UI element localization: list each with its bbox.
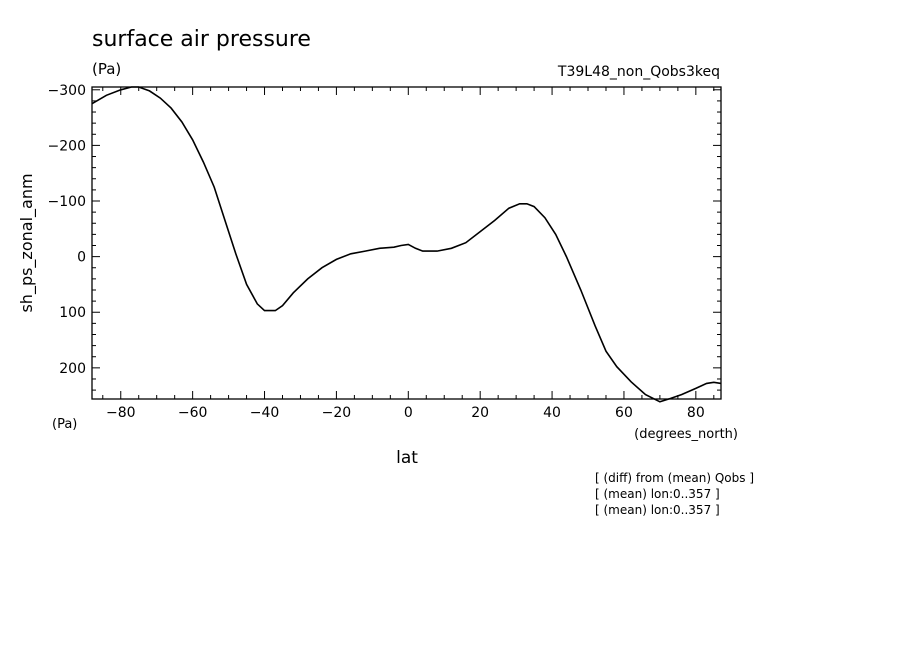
- x-units-label: (degrees_north): [634, 427, 738, 442]
- x-tick-label: 20: [471, 405, 489, 421]
- x-axis: −80 −60 −40 −20 0 20 40 60 80: [106, 87, 705, 421]
- x-tick-label: 40: [543, 405, 561, 421]
- x-tick-label: −80: [106, 405, 136, 421]
- y-axis-label: sh_ps_zonal_anm: [17, 173, 37, 312]
- x-tick-label: −60: [178, 405, 208, 421]
- y-tick-label: 0: [77, 250, 86, 266]
- note-line: [ (mean) lon:0..357 ]: [595, 503, 720, 517]
- note-line: [ (mean) lon:0..357 ]: [595, 487, 720, 501]
- y-units-label: (Pa): [52, 417, 77, 432]
- plot-frame: [91, 86, 722, 400]
- data-line: [91, 86, 722, 403]
- y-axis: −300 −200 −100 0 100 200: [48, 83, 721, 377]
- x-tick-label: 0: [404, 405, 413, 421]
- x-tick-label: 60: [615, 405, 633, 421]
- x-axis-label: lat: [396, 448, 418, 468]
- chart-title: surface air pressure: [92, 27, 311, 52]
- note-line: [ (diff) from (mean) Qobs ]: [595, 471, 754, 485]
- chart-units: (Pa): [92, 60, 121, 78]
- x-tick-label: −40: [250, 405, 280, 421]
- y-tick-label: −100: [48, 194, 86, 210]
- y-tick-label: −300: [48, 83, 86, 99]
- x-tick-label: 80: [687, 405, 705, 421]
- x-tick-label: −20: [322, 405, 352, 421]
- y-tick-label: 200: [59, 361, 86, 377]
- y-tick-label: 100: [59, 305, 86, 321]
- y-tick-label: −200: [48, 138, 86, 154]
- minor-ticks: [92, 87, 721, 399]
- run-label: T39L48_non_Qobs3keq: [557, 64, 720, 80]
